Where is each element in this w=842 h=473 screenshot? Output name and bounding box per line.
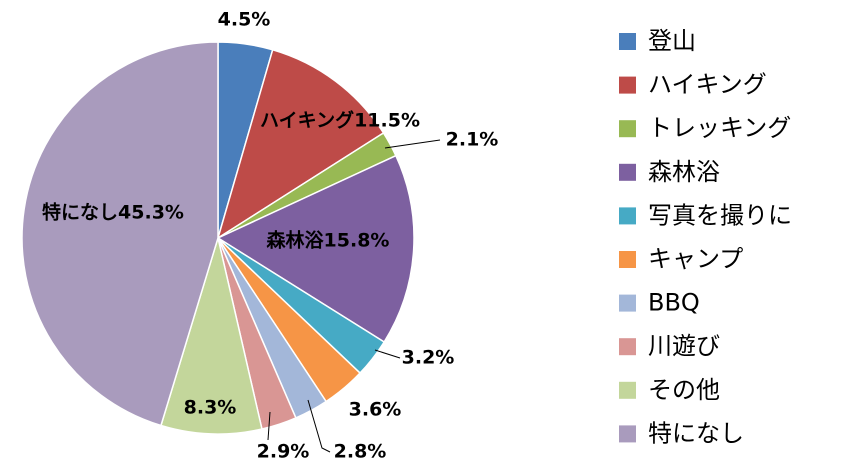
legend-label: BBQ xyxy=(648,289,700,317)
leader-line xyxy=(267,411,271,441)
legend-label: トレッキング xyxy=(648,114,791,142)
value-label: ハイキング11.5% xyxy=(260,109,420,132)
value-label: 8.3% xyxy=(184,397,237,419)
legend-label: 登山 xyxy=(648,27,696,55)
legend-label: 特になし xyxy=(648,419,744,447)
legend-label: 森林浴 xyxy=(648,158,720,186)
legend-swatch xyxy=(619,120,636,138)
value-label: 2.9% xyxy=(257,441,310,463)
legend-label: 写真を撮りに xyxy=(648,201,792,229)
value-label: 3.6% xyxy=(349,399,402,421)
leader-line xyxy=(374,349,401,359)
legend-label: キャンプ xyxy=(648,245,743,273)
value-label: 2.1% xyxy=(446,129,499,151)
value-label: 4.5% xyxy=(218,9,271,31)
legend-swatch xyxy=(619,425,636,443)
legend-swatch xyxy=(619,294,636,312)
legend-swatch xyxy=(619,33,636,50)
legend-swatch xyxy=(619,338,636,356)
pie-slice xyxy=(216,154,415,344)
pie-slice xyxy=(216,48,385,240)
legend-label: 川遊び xyxy=(648,332,720,360)
value-label: 3.2% xyxy=(402,347,455,369)
legend-swatch xyxy=(619,381,636,399)
value-label: 特になし45.3% xyxy=(42,202,184,224)
pie-slice xyxy=(21,41,219,427)
value-label: 2.8% xyxy=(334,441,387,463)
legend-swatch xyxy=(619,251,636,268)
legend-swatch xyxy=(619,207,636,225)
leader-line xyxy=(307,399,331,453)
legend-label: ハイキング xyxy=(648,71,767,99)
leader-line xyxy=(384,139,441,149)
pie-slice xyxy=(160,235,263,435)
legend-swatch xyxy=(619,163,636,181)
legend-swatch xyxy=(619,76,636,94)
legend-label: その他 xyxy=(648,376,720,404)
value-label: 森林浴15.8% xyxy=(267,229,390,252)
